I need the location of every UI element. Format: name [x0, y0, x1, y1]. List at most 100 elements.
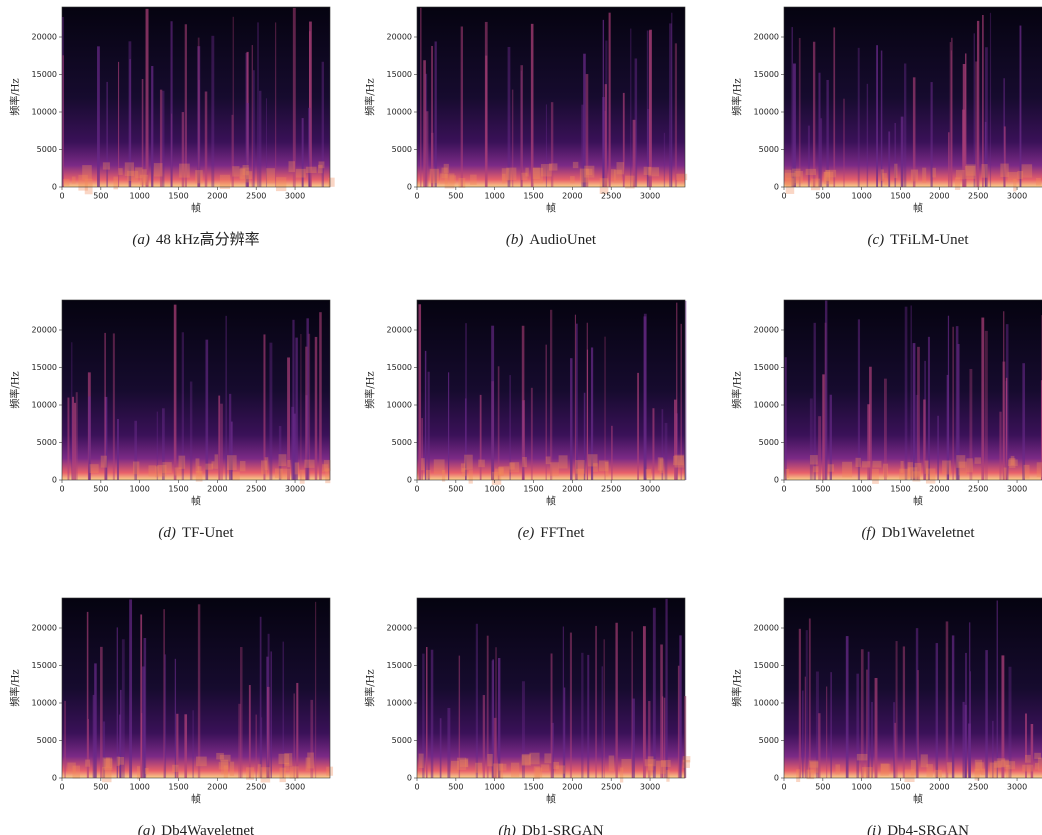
spectrogram-texture: [1034, 762, 1039, 770]
spectrogram-texture: [682, 759, 690, 768]
y-tick-label: 0: [774, 183, 779, 192]
spectrogram-texture: [460, 26, 463, 188]
plot-frame: [61, 299, 331, 481]
x-tick-label: 3000: [285, 485, 305, 494]
spectrogram-texture: [533, 766, 540, 780]
spectrogram-texture: [867, 404, 871, 480]
x-axis-label: 帧: [191, 495, 201, 508]
spectrogram-texture: [871, 701, 873, 778]
spectrogram: [62, 300, 331, 484]
spectrogram-texture: [214, 454, 219, 469]
spectrogram-texture: [104, 396, 108, 480]
spectrogram-texture: [232, 471, 240, 481]
spectrogram-texture: [141, 713, 143, 778]
y-tick-label: 10000: [32, 401, 57, 410]
spectrogram-texture: [827, 464, 835, 472]
spectrogram-texture: [232, 166, 240, 177]
caption-text: Db4-SRGAN: [887, 823, 969, 835]
spectrogram-texture: [590, 347, 594, 480]
spectrogram-texture: [927, 336, 930, 480]
spectrogram-texture: [458, 178, 466, 188]
spectrogram-texture: [157, 465, 167, 477]
spectrogram-texture: [482, 695, 485, 778]
spectrogram-texture: [805, 168, 817, 176]
plot-frame: [416, 299, 686, 481]
y-tick-label: 20000: [387, 624, 412, 633]
spectrogram-texture: [113, 176, 119, 190]
caption-label: (d): [158, 525, 176, 541]
spectrogram-texture: [630, 28, 632, 188]
spectrogram-texture: [287, 357, 291, 480]
spectrogram-texture: [328, 177, 335, 187]
spectrogram-texture: [981, 317, 985, 480]
caption: (d) TF-Unet: [158, 525, 234, 541]
spectrogram-texture: [981, 164, 988, 178]
caption-text: TF-Unet: [182, 525, 234, 541]
spectrogram-texture: [92, 694, 95, 778]
x-tick-label: 1000: [130, 192, 150, 201]
spectrogram-texture: [441, 167, 448, 179]
spectrogram-texture: [1005, 377, 1008, 480]
spectrogram-texture: [1035, 177, 1041, 186]
spectrogram-texture: [646, 30, 649, 188]
spectrogram-texture: [155, 466, 159, 478]
spectrogram-texture: [1007, 172, 1018, 182]
spectrogram-texture: [545, 456, 551, 465]
spectrogram-texture: [657, 457, 664, 471]
spectrogram-texture: [869, 366, 872, 480]
x-tick-label: 0: [59, 192, 64, 201]
spectrogram-texture: [521, 755, 531, 765]
x-tick-label: 2500: [601, 485, 621, 494]
spectrogram-texture: [84, 178, 93, 195]
spectrogram-texture: [894, 722, 896, 778]
spectrogram-texture: [159, 89, 163, 187]
spectrogram-texture: [680, 323, 682, 480]
spectrogram-texture: [242, 165, 249, 176]
spectrogram-texture: [652, 607, 656, 778]
spectrogram-texture: [550, 653, 553, 778]
spectrogram-texture: [521, 172, 528, 181]
spectrogram-texture: [957, 343, 960, 480]
spectrogram-texture: [458, 655, 461, 778]
spectrogram-texture: [965, 53, 967, 188]
spectrogram-texture: [825, 169, 837, 178]
spectrogram-texture: [994, 760, 1002, 768]
spectrogram-texture: [307, 752, 314, 769]
y-tick-label: 15000: [754, 363, 779, 372]
spectrogram-texture: [555, 765, 566, 774]
spectrogram-texture: [427, 371, 430, 480]
x-tick-label: 0: [414, 192, 419, 201]
caption-label: (i): [867, 823, 881, 835]
caption-text: AudioUnet: [529, 232, 596, 248]
spectrogram-texture: [192, 710, 194, 778]
y-axis-label: 频率/Hz: [731, 371, 744, 408]
spectrogram-texture: [984, 121, 987, 187]
spectrogram-texture: [969, 368, 973, 480]
spectrogram-texture: [240, 167, 250, 183]
spectrogram-texture: [231, 114, 234, 187]
spectrogram: [417, 598, 691, 783]
spectrogram-texture: [545, 344, 548, 480]
spectrogram-texture: [674, 43, 678, 188]
y-axis-label: 频率/Hz: [364, 371, 377, 408]
spectrogram-texture: [257, 764, 262, 778]
spectrogram-texture: [999, 411, 1002, 480]
spectrogram-texture: [648, 30, 651, 187]
spectrogram-texture: [461, 468, 467, 477]
x-axis-label: 帧: [191, 793, 201, 806]
spectrogram-texture: [532, 167, 540, 180]
spectrogram-texture: [894, 122, 897, 187]
spectrogram-texture: [677, 665, 680, 778]
spectrogram-texture: [424, 73, 428, 187]
spectrogram-texture: [645, 469, 652, 479]
y-tick-label: 15000: [754, 70, 779, 79]
spectrogram-texture: [954, 177, 961, 190]
spectrogram-texture: [809, 455, 818, 465]
spectrogram-texture: [267, 633, 270, 778]
caption: (i) Db4-SRGAN: [867, 823, 969, 835]
spectrogram-texture: [975, 61, 978, 188]
spectrogram-texture: [804, 676, 806, 778]
caption-label: (b): [506, 232, 524, 248]
spectrogram-texture: [973, 33, 975, 187]
spectrogram-texture: [949, 42, 952, 188]
